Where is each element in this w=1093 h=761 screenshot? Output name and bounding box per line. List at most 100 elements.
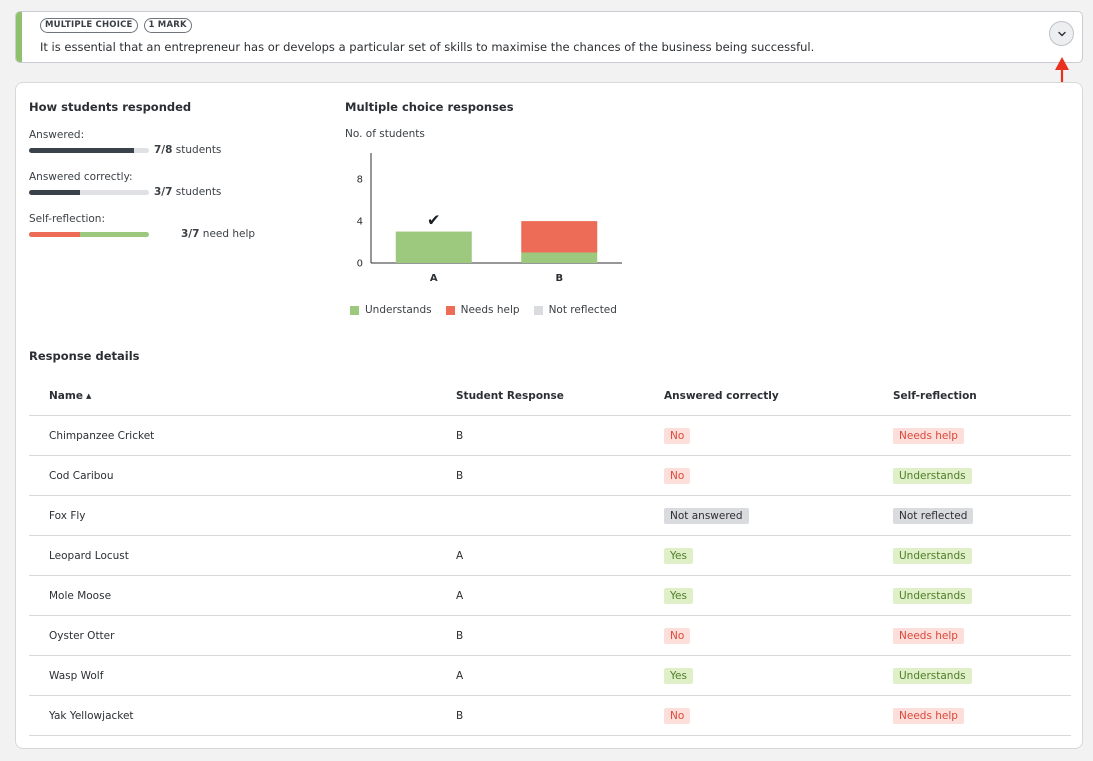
table-row: Yak Yellowjacket B No Needs help (29, 696, 1071, 736)
student-response: A (456, 669, 464, 682)
student-name: Cod Caribou (49, 469, 114, 482)
question-accent-bar (16, 12, 22, 62)
answered-correctly-value: 3/7 students (154, 186, 222, 198)
student-name: Mole Moose (49, 589, 112, 602)
header-name-label: Name (49, 389, 83, 402)
self-reflection-badge: Needs help (893, 627, 964, 644)
self-reflection-label: Self-reflection: (29, 213, 105, 225)
self-reflection-badge: Understands (893, 667, 972, 684)
header-name[interactable]: Name ▲ (49, 376, 91, 415)
sort-asc-icon: ▲ (85, 391, 92, 400)
self-reflection-badge: Understands (893, 467, 972, 484)
multiple-choice-title: Multiple choice responses (345, 100, 514, 114)
student-name: Oyster Otter (49, 629, 115, 642)
x-tick-label: A (430, 273, 438, 284)
answered-correctly-progress-fill (29, 190, 81, 195)
answered-correctly-progress-bar (29, 190, 149, 195)
legend-item-not-reflected: Not reflected (533, 304, 617, 316)
self-reflection-cell: Needs help (893, 696, 964, 735)
chevron-down-icon (1057, 31, 1066, 36)
responses-chart: No. of students 0 4 8 A ✔ B (345, 128, 622, 284)
table-header: Name ▲ Student Response Answered correct… (29, 376, 1071, 416)
chart-legend: Understands Needs help Not reflected (350, 304, 617, 316)
student-name: Fox Fly (49, 509, 86, 522)
answered-value: 7/8 students (154, 144, 222, 156)
table-row: Oyster Otter B No Needs help (29, 616, 1071, 656)
student-name: Chimpanzee Cricket (49, 429, 155, 442)
self-reflection-cell: Understands (893, 656, 972, 695)
y-tick-label: 4 (357, 217, 363, 228)
tag-question-type: MULTIPLE CHOICE (40, 18, 138, 33)
table-body: Chimpanzee Cricket B No Needs help Cod Carib… (29, 416, 1071, 736)
answered-correctly-cell: No (664, 416, 691, 455)
self-reflection-value: 3/7 need help (181, 228, 256, 240)
legend-swatch (350, 305, 359, 315)
answered-correctly-cell: No (664, 616, 691, 655)
self-reflection-cell: Understands (893, 536, 972, 575)
table-row: Leopard Locust A Yes Understands (29, 536, 1071, 576)
y-axis-label: No. of students (345, 128, 425, 140)
question-text: It is essential that an entrepreneur has… (40, 40, 815, 54)
student-name: Yak Yellowjacket (49, 709, 134, 722)
legend-label: Needs help (460, 304, 520, 316)
answered-correctly-badge: Not answered (664, 507, 749, 524)
answered-correctly-badge: Yes (664, 667, 693, 684)
question-card: MULTIPLE CHOICE 1 MARK It is essential t… (15, 11, 1083, 63)
self-reflection-cell: Not reflected (893, 496, 974, 535)
answered-correctly-badge: No (664, 627, 691, 644)
table-row: Mole Moose A Yes Understands (29, 576, 1071, 616)
answered-correctly-cell: No (664, 696, 691, 735)
how-students-responded-title: How students responded (29, 100, 192, 114)
answered-correctly-badge: No (664, 427, 691, 444)
legend-item-needs-help: Needs help (445, 304, 520, 316)
results-card: How students responded Answered: 7/8 stu… (15, 82, 1083, 749)
self-reflection-badge: Understands (893, 587, 972, 604)
answered-correctly-badge: Yes (664, 547, 693, 564)
self-reflection-cell: Needs help (893, 416, 964, 455)
bar-b-understands (521, 252, 598, 263)
response-details-table: Name ▲ Student Response Answered correct… (29, 376, 1071, 736)
legend-label: Not reflected (548, 304, 617, 316)
student-response: A (456, 549, 464, 562)
y-tick-label: 8 (357, 175, 363, 186)
header-self-reflection: Self-reflection (893, 389, 977, 402)
x-tick-label: B (555, 273, 563, 284)
answered-correctly-label: Answered correctly: (29, 171, 133, 183)
answered-correctly-cell: Yes (664, 536, 693, 575)
self-reflection-cell: Needs help (893, 616, 964, 655)
table-row: Fox Fly Not answered Not reflected (29, 496, 1071, 536)
tag-marks: 1 MARK (143, 18, 192, 33)
legend-swatch (533, 305, 543, 315)
y-tick-label: 0 (357, 259, 363, 270)
self-reflection-progress-bar (29, 232, 149, 237)
answered-progress-bar (29, 148, 149, 153)
self-reflection-badge: Not reflected (893, 507, 974, 524)
self-reflection-badge: Understands (893, 547, 972, 564)
student-response: B (456, 469, 464, 482)
legend-label: Understands (365, 304, 432, 316)
self-reflection-needs-help-fill (29, 232, 81, 237)
legend-swatch (445, 305, 455, 315)
answered-label: Answered: (29, 129, 85, 141)
answered-correctly-cell: Yes (664, 576, 693, 615)
answered-correctly-cell: No (664, 456, 691, 495)
answered-correctly-cell: Not answered (664, 496, 749, 535)
bar-a-understands (395, 231, 472, 263)
self-reflection-badge: Needs help (893, 427, 964, 444)
answered-correctly-badge: No (664, 707, 691, 724)
answered-correctly-badge: Yes (664, 587, 693, 604)
student-response: B (456, 429, 464, 442)
answered-progress-fill (29, 148, 134, 153)
student-response: A (456, 589, 464, 602)
self-reflection-badge: Needs help (893, 707, 964, 724)
table-row: Cod Caribou B No Understands (29, 456, 1071, 496)
expand-button[interactable] (1049, 21, 1074, 46)
student-name: Leopard Locust (49, 549, 129, 562)
header-student-response: Student Response (456, 389, 564, 402)
self-reflection-cell: Understands (893, 576, 972, 615)
question-tags: MULTIPLE CHOICE 1 MARK (40, 18, 192, 33)
table-row: Wasp Wolf A Yes Understands (29, 656, 1071, 696)
bar-b-needs-help (521, 221, 598, 253)
student-response: B (456, 629, 464, 642)
answered-correctly-badge: No (664, 467, 691, 484)
